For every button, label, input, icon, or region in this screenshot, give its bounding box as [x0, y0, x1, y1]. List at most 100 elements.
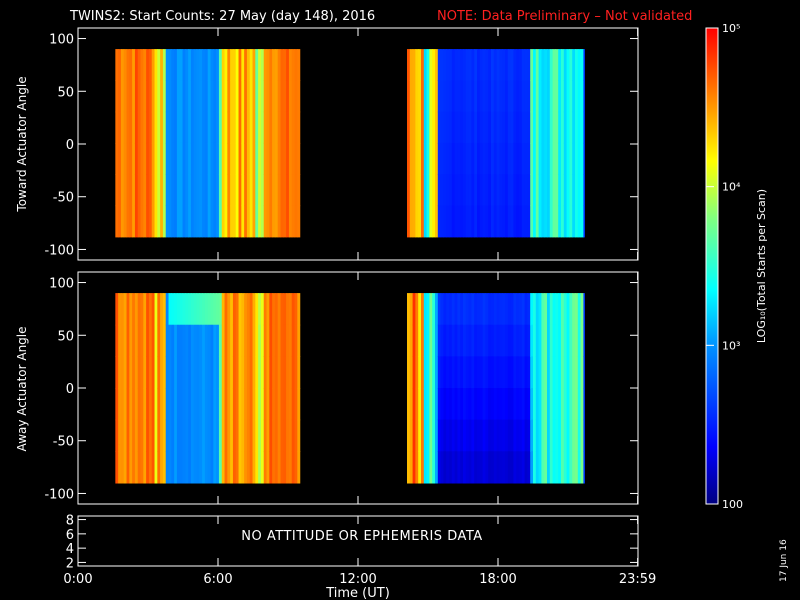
heat-cell [162, 388, 167, 421]
heat-cell [238, 419, 242, 452]
heat-cell [210, 205, 214, 238]
heat-cell [443, 388, 447, 421]
heat-cell [252, 111, 256, 144]
heat-cell [118, 142, 122, 175]
heat-cell [137, 205, 142, 238]
heat-cell [580, 293, 584, 326]
heat-cell [204, 451, 209, 484]
heat-cell [143, 174, 147, 207]
heat-cell [519, 205, 523, 238]
heat-cell [160, 111, 164, 144]
heat-cell [516, 205, 520, 238]
heat-cell [477, 80, 481, 113]
heat-cell [423, 356, 428, 389]
heat-cell [569, 293, 573, 326]
heat-cell [120, 80, 125, 113]
heat-cell [249, 388, 254, 421]
heat-cell [415, 293, 419, 326]
heat-cell [221, 174, 226, 207]
heat-cell [272, 205, 276, 238]
heat-cell [260, 293, 265, 326]
heat-cell [552, 142, 556, 175]
colorbar-tick-label: 10⁴ [722, 181, 741, 194]
heat-cell [207, 49, 212, 81]
heat-cell [196, 388, 200, 421]
heat-cell [238, 293, 242, 326]
heat-cell [188, 49, 192, 81]
heat-cell [210, 142, 214, 175]
heat-cell [407, 111, 411, 144]
heat-cell [418, 49, 422, 81]
heat-cell [563, 419, 568, 452]
heat-cell [143, 451, 147, 484]
heat-cell [510, 174, 514, 207]
heat-cell [496, 49, 500, 81]
heat-cell [157, 205, 161, 238]
heat-cell [566, 174, 570, 207]
heat-cell [218, 324, 223, 357]
heat-cell [230, 80, 234, 113]
heat-cell [297, 451, 301, 484]
heat-cell [535, 174, 540, 207]
heat-cell [266, 356, 270, 389]
heat-cell [174, 451, 178, 484]
heat-cell [143, 49, 147, 81]
heat-cell [230, 293, 234, 326]
heat-cell [288, 142, 293, 175]
heat-cell [583, 324, 585, 357]
heat-cell [507, 111, 512, 144]
heat-cell [412, 49, 416, 81]
heat-cell [185, 419, 189, 452]
xlabel-time: Time (UT) [325, 586, 390, 600]
heat-cell [246, 293, 251, 326]
heat-cell [258, 324, 262, 357]
heat-cell [437, 356, 442, 389]
heat-cell [446, 324, 450, 357]
ytick-label: 50 [57, 329, 74, 344]
heat-cell [412, 419, 416, 452]
heat-cell [432, 174, 436, 207]
heat-cell [266, 451, 270, 484]
heat-cell [409, 80, 414, 113]
heat-cell [224, 356, 228, 389]
heat-cell [134, 142, 139, 175]
heat-cell [429, 142, 433, 175]
heat-cell [407, 419, 411, 452]
heat-cell [527, 111, 531, 144]
heat-cell [126, 388, 130, 421]
heat-cell [252, 324, 256, 357]
heat-cell [440, 80, 444, 113]
heat-cell [120, 388, 125, 421]
heat-cell [118, 419, 122, 452]
heat-cell [263, 451, 268, 484]
heat-cell [577, 174, 582, 207]
heat-cell [521, 174, 526, 207]
heat-cell [266, 205, 270, 238]
heat-cell [249, 142, 254, 175]
heat-cell [547, 293, 551, 326]
heat-cell [266, 419, 270, 452]
heat-cell [513, 142, 517, 175]
heat-cell [151, 142, 156, 175]
heat-cell [165, 388, 170, 421]
heat-cell [423, 49, 428, 81]
heat-cell [140, 80, 144, 113]
heat-cell [457, 205, 461, 238]
heat-cell [154, 451, 158, 484]
heat-cell [260, 142, 265, 175]
heat-cell [249, 356, 254, 389]
heat-cell [283, 388, 287, 421]
heat-cell [538, 80, 542, 113]
heat-cell [538, 419, 542, 452]
heat-cell [491, 451, 495, 484]
heat-cell [297, 49, 301, 81]
heat-cell [146, 324, 150, 357]
heat-cell [440, 205, 444, 238]
heat-cell [174, 111, 178, 144]
heat-cell [451, 80, 456, 113]
heat-cell [435, 49, 439, 81]
heat-cell [468, 205, 472, 238]
heat-cell [246, 324, 251, 357]
heat-cell [530, 205, 534, 238]
heat-cell [241, 111, 245, 144]
